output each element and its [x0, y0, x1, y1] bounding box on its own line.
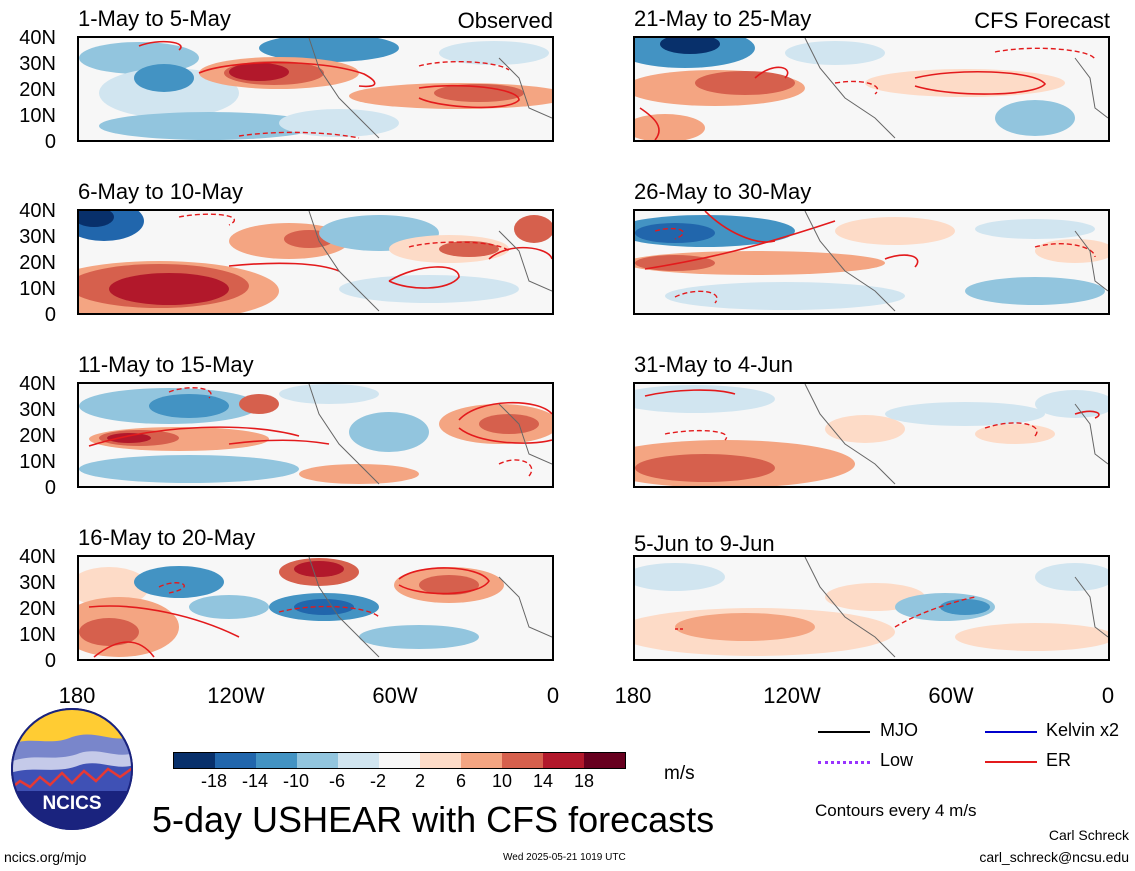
x-label-right: 120W: [763, 683, 821, 708]
y-label: 40N: [19, 373, 56, 395]
colorbar-unit: m/s: [664, 763, 695, 784]
footer-timestamp: Wed 2025-05-21 1019 UTC: [503, 852, 626, 863]
colorbar-swatch: [461, 753, 502, 768]
y-label: 0: [44, 131, 56, 153]
y-label: 20N: [19, 252, 56, 274]
colorbar-label: 10: [491, 771, 513, 791]
author-name: Carl Schreck: [1048, 827, 1129, 843]
legend-line-kelvin: [985, 731, 1037, 733]
y-label: 30N: [19, 226, 56, 248]
colorbar-swatch: [215, 753, 256, 768]
x-label-right: 0: [1101, 683, 1115, 708]
contour-note: Contours every 4 m/s: [815, 801, 977, 820]
y-label: 10N: [19, 451, 56, 473]
y-label: 20N: [19, 425, 56, 447]
legend-line-er: [985, 761, 1037, 763]
panel-tag-observed: Observed: [457, 8, 553, 33]
colorbar-label: -6: [328, 771, 346, 791]
map-panel-fc3: [633, 382, 1110, 488]
colorbar: [173, 752, 626, 769]
legend-label-kelvin: Kelvin x2: [1046, 720, 1120, 740]
panel-title-obs4: 16-May to 20-May: [78, 525, 256, 550]
panel-tag-cfs-forecast: CFS Forecast: [974, 8, 1110, 33]
colorbar-label: -14: [241, 771, 269, 791]
panel-title-obs1: 1-May to 5-May: [78, 6, 231, 31]
colorbar-swatch: [420, 753, 461, 768]
colorbar-label: 6: [455, 771, 467, 791]
y-label: 0: [44, 304, 56, 326]
x-label-left: 180: [58, 683, 96, 708]
y-label: 20N: [19, 79, 56, 101]
author-email: carl_schreck@ncsu.edu: [979, 849, 1129, 865]
legend-label-low: Low: [880, 750, 914, 770]
y-label: 10N: [19, 624, 56, 646]
main-title: 5-day USHEAR with CFS forecasts: [152, 799, 715, 840]
legend-label-mjo: MJO: [880, 720, 918, 740]
colorbar-label: 2: [414, 771, 426, 791]
colorbar-label: -10: [282, 771, 310, 791]
colorbar-swatch: [584, 753, 625, 768]
legend-line-low: [818, 761, 870, 764]
x-label-right: 180: [614, 683, 652, 708]
legend-line-mjo: [818, 731, 870, 733]
panel-title-obs2: 6-May to 10-May: [78, 179, 244, 204]
map-panel-obs4: [77, 555, 554, 661]
panel-title-obs3: 11-May to 15-May: [78, 352, 254, 377]
colorbar-swatch: [297, 753, 338, 768]
map-panel-fc2: [633, 209, 1110, 315]
colorbar-label: 14: [532, 771, 554, 791]
y-label: 40N: [19, 200, 56, 222]
colorbar-swatch: [174, 753, 215, 768]
colorbar-label: -18: [200, 771, 228, 791]
y-label: 30N: [19, 572, 56, 594]
colorbar-swatch: [379, 753, 420, 768]
x-label-right: 60W: [928, 683, 974, 708]
y-label: 20N: [19, 598, 56, 620]
map-panel-obs2: [77, 209, 554, 315]
footer-url: ncics.org/mjo: [4, 849, 87, 865]
y-label: 30N: [19, 399, 56, 421]
colorbar-swatch: [543, 753, 584, 768]
colorbar-swatch: [256, 753, 297, 768]
logo-text: NCICS: [42, 793, 101, 814]
x-label-left: 0: [546, 683, 560, 708]
y-label: 0: [44, 650, 56, 672]
ncics-logo: NCICS: [10, 707, 134, 831]
panel-title-fc3: 31-May to 4-Jun: [634, 352, 793, 377]
y-label: 10N: [19, 278, 56, 300]
map-panel-obs3: [77, 382, 554, 488]
colorbar-swatch: [338, 753, 379, 768]
x-label-left: 60W: [372, 683, 418, 708]
colorbar-label: 18: [573, 771, 595, 791]
map-panel-fc1: [633, 36, 1110, 142]
y-label: 40N: [19, 27, 56, 49]
legend-label-er: ER: [1046, 750, 1072, 770]
x-label-left: 120W: [207, 683, 265, 708]
colorbar-label: -2: [369, 771, 387, 791]
y-label: 40N: [19, 546, 56, 568]
y-label: 30N: [19, 53, 56, 75]
panel-title-fc2: 26-May to 30-May: [634, 179, 812, 204]
colorbar-swatch: [502, 753, 543, 768]
panel-title-fc4: 5-Jun to 9-Jun: [634, 531, 775, 556]
y-label: 0: [44, 477, 56, 499]
panel-title-fc1: 21-May to 25-May: [634, 6, 812, 31]
map-panel-obs1: [77, 36, 554, 142]
y-label: 10N: [19, 105, 56, 127]
map-panel-fc4: [633, 555, 1110, 661]
